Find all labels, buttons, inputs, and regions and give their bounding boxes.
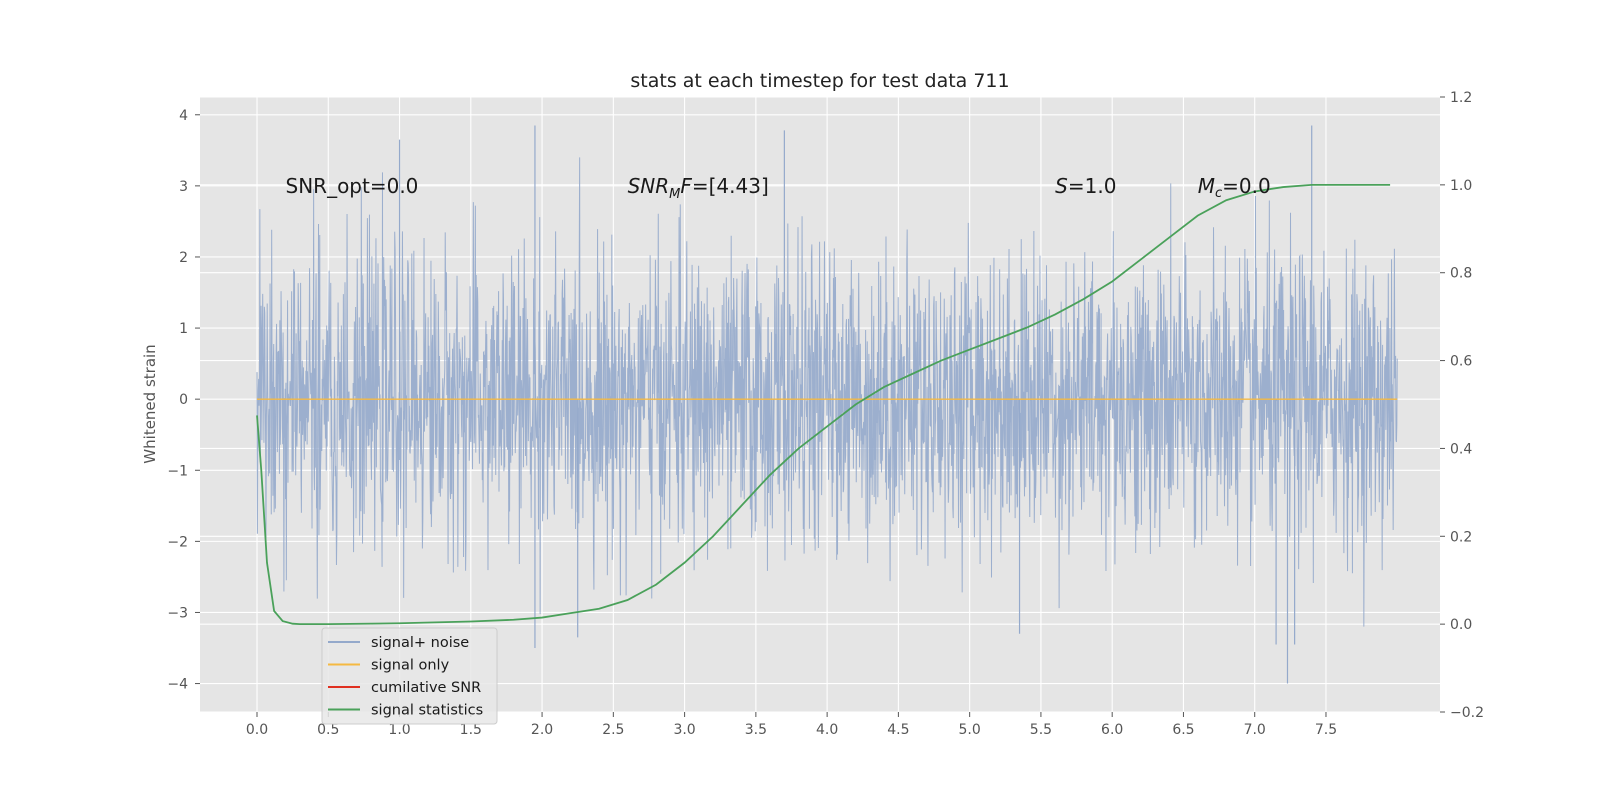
y2-tick-label: 0.2 (1450, 529, 1472, 545)
annotation-snr-mf-rest: F=[4.43] (680, 174, 768, 198)
x-tick-label: 4.5 (887, 722, 909, 738)
x-tick-label: 5.0 (959, 722, 981, 738)
y2-tick-label: 0.4 (1450, 441, 1472, 457)
annotation-snr-mf-f: F (680, 174, 692, 198)
x-tick-label: 0.5 (317, 722, 339, 738)
x-tick-label: 6.5 (1172, 722, 1194, 738)
y-tick-label: 0 (179, 392, 188, 408)
annotation-s: S=1.0 (1055, 174, 1116, 198)
x-tick-label: 1.5 (460, 722, 482, 738)
x-tick-label: 6.0 (1101, 722, 1123, 738)
annotation-mc: Mc=0.0 (1198, 174, 1271, 201)
legend-label: cumilative SNR (371, 680, 481, 696)
y-tick-label: −4 (167, 677, 188, 693)
x-tick-label: 0.0 (246, 722, 268, 738)
series-lines (256, 183, 1398, 626)
y2-tick-label: 1.2 (1450, 90, 1472, 106)
y-tick-label: −1 (167, 463, 188, 479)
chart-title: stats at each timestep for test data 711 (630, 70, 1009, 92)
y-tick-label: 2 (179, 250, 188, 266)
y-tick-label: −3 (167, 605, 188, 621)
y-tick-label: −2 (167, 534, 188, 550)
y2-tick-label: −0.2 (1450, 705, 1484, 721)
legend-label: signal statistics (371, 703, 483, 719)
legend: signal+ noise signal only cumilative SNR si… (321, 627, 498, 725)
x-tick-label: 3.5 (745, 722, 767, 738)
x-tick-label: 4.0 (816, 722, 838, 738)
y2-tick-label: 0.0 (1450, 617, 1472, 633)
y2-tick-label: 1.0 (1450, 178, 1472, 194)
x-tick-label: 3.0 (673, 722, 695, 738)
y2-tick-label: 0.8 (1450, 266, 1472, 282)
x-tick-label: 2.0 (531, 722, 553, 738)
annotation-s-value: =1.0 (1068, 174, 1117, 198)
y-tick-label: 4 (179, 108, 188, 124)
x-tick-label: 5.5 (1030, 722, 1052, 738)
y-axis-label: Whitened strain (141, 344, 159, 463)
x-tick-label: 7.0 (1244, 722, 1266, 738)
x-tick-label: 7.5 (1315, 722, 1337, 738)
x-tick-label: 1.0 (388, 722, 410, 738)
annotations: SNR_opt=0.0 SNRMF=[4.43] S=1.0 Mc=0.0 (286, 174, 1271, 202)
y2-tick-label: 0.6 (1450, 354, 1472, 370)
y-tick-label: 3 (179, 179, 188, 195)
annotation-snr-mf: SNRMF=[4.43] (628, 174, 769, 202)
annotation-mc-sub: c (1215, 186, 1222, 201)
annotation-s-sym: S (1055, 174, 1068, 198)
series-signal-statistics-line (256, 183, 1391, 626)
axes: 0.0 0.5 1.0 1.5 2.0 2.5 3.0 3.5 4.0 4.5 5.0 5.5 6.0 6… (167, 90, 1484, 738)
x-tick-label: 2.5 (602, 722, 624, 738)
legend-box (321, 627, 498, 725)
legend-label: signal+ noise (371, 635, 469, 651)
series-signal-plus-noise (256, 125, 1398, 684)
annotation-mc-sym: M (1198, 174, 1215, 198)
legend-label: signal only (371, 658, 450, 674)
annotation-mc-value: =0.0 (1222, 174, 1271, 198)
annotation-snr-mf-sub: M (669, 187, 680, 202)
y-tick-label: 1 (179, 321, 188, 337)
annotation-snr-opt: SNR_opt=0.0 (286, 174, 419, 198)
annotation-snr-mf-base: SNR (628, 174, 670, 198)
series-signal-plus-noise-line (256, 157, 1398, 627)
annotation-snr-mf-value: =[4.43] (692, 174, 769, 198)
